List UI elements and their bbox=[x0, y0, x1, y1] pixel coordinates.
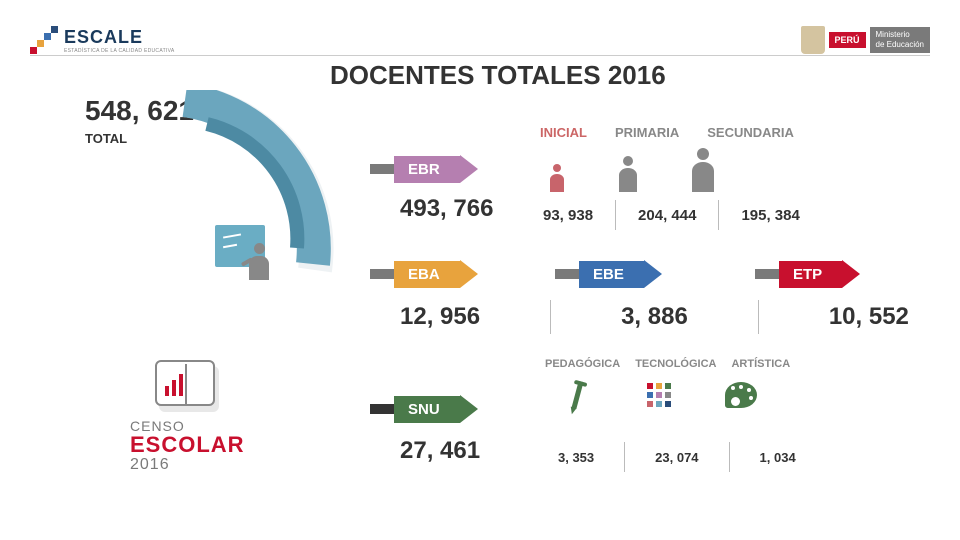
person-small-icon bbox=[550, 164, 564, 192]
header-divider bbox=[30, 55, 930, 56]
ebe-tag-label: EBE bbox=[579, 261, 644, 288]
row2-values: 12, 956 3, 886 10, 552 bbox=[400, 300, 909, 334]
logo-escale: ESCALE ESTADÍSTICA DE LA CALIDAD EDUCATI… bbox=[30, 26, 175, 54]
cat-secundaria: SECUNDARIA bbox=[707, 125, 794, 140]
cat-pedagogica: PEDAGÓGICA bbox=[545, 358, 620, 370]
ebr-category-labels: INICIAL PRIMARIA SECUNDARIA bbox=[540, 125, 794, 140]
peru-badge: PERÚ bbox=[829, 32, 866, 48]
cat-tecnologica: TECNOLÓGICA bbox=[635, 358, 716, 370]
snu-category-labels: PEDAGÓGICA TECNOLÓGICA ARTÍSTICA bbox=[545, 358, 790, 370]
censo-line2: ESCOLAR bbox=[130, 434, 245, 456]
ministry-label: Ministeriode Educación bbox=[870, 27, 930, 52]
logo-subtext: ESTADÍSTICA DE LA CALIDAD EDUCATIVA bbox=[64, 48, 175, 54]
stairs-icon bbox=[30, 26, 58, 54]
logo-minedu: PERÚ Ministeriode Educación bbox=[801, 26, 931, 54]
person-medium-icon bbox=[619, 156, 637, 192]
ebr-val-primaria: 204, 444 bbox=[638, 207, 696, 224]
logo-text: ESCALE bbox=[64, 27, 175, 48]
eba-value: 12, 956 bbox=[400, 303, 480, 331]
palette-icon bbox=[724, 378, 758, 412]
snu-val-artistica: 1, 034 bbox=[760, 450, 796, 465]
snu-tag: SNU bbox=[370, 395, 478, 423]
snu-val-pedagogica: 3, 353 bbox=[558, 450, 594, 465]
censo-label: CENSO ESCOLAR 2016 bbox=[130, 418, 245, 474]
ebe-value: 3, 886 bbox=[621, 303, 688, 331]
ebr-values: 93, 938 204, 444 195, 384 bbox=[543, 200, 800, 230]
grid-icon bbox=[642, 378, 676, 412]
censo-line3: 2016 bbox=[130, 456, 245, 474]
snu-tag-label: SNU bbox=[394, 396, 460, 423]
ebr-val-secundaria: 195, 384 bbox=[741, 207, 799, 224]
cat-artistica: ARTÍSTICA bbox=[731, 358, 790, 370]
ebr-tag: EBR bbox=[370, 155, 478, 183]
ebr-tag-label: EBR bbox=[394, 156, 460, 183]
eba-tag-label: EBA bbox=[394, 261, 460, 288]
etp-value: 10, 552 bbox=[829, 303, 909, 331]
cat-inicial: INICIAL bbox=[540, 125, 587, 140]
book-icon bbox=[155, 360, 219, 412]
ebr-val-inicial: 93, 938 bbox=[543, 207, 593, 224]
header: ESCALE ESTADÍSTICA DE LA CALIDAD EDUCATI… bbox=[0, 20, 960, 60]
snu-val-tecnologica: 23, 074 bbox=[655, 450, 698, 465]
ebe-tag: EBE bbox=[555, 260, 662, 288]
people-icons bbox=[550, 148, 714, 192]
page-title: DOCENTES TOTALES 2016 bbox=[330, 60, 666, 91]
shield-icon bbox=[801, 26, 825, 54]
person-large-icon bbox=[692, 148, 714, 192]
teacher-icon bbox=[215, 225, 265, 267]
etp-tag: ETP bbox=[755, 260, 860, 288]
etp-tag-label: ETP bbox=[779, 261, 842, 288]
cat-primaria: PRIMARIA bbox=[615, 125, 679, 140]
ebr-total: 493, 766 bbox=[400, 195, 493, 223]
snu-total: 27, 461 bbox=[400, 437, 480, 465]
pencil-icon bbox=[560, 378, 594, 412]
eba-tag: EBA bbox=[370, 260, 478, 288]
snu-values: 3, 353 23, 074 1, 034 bbox=[558, 442, 796, 472]
snu-icons bbox=[560, 378, 758, 412]
